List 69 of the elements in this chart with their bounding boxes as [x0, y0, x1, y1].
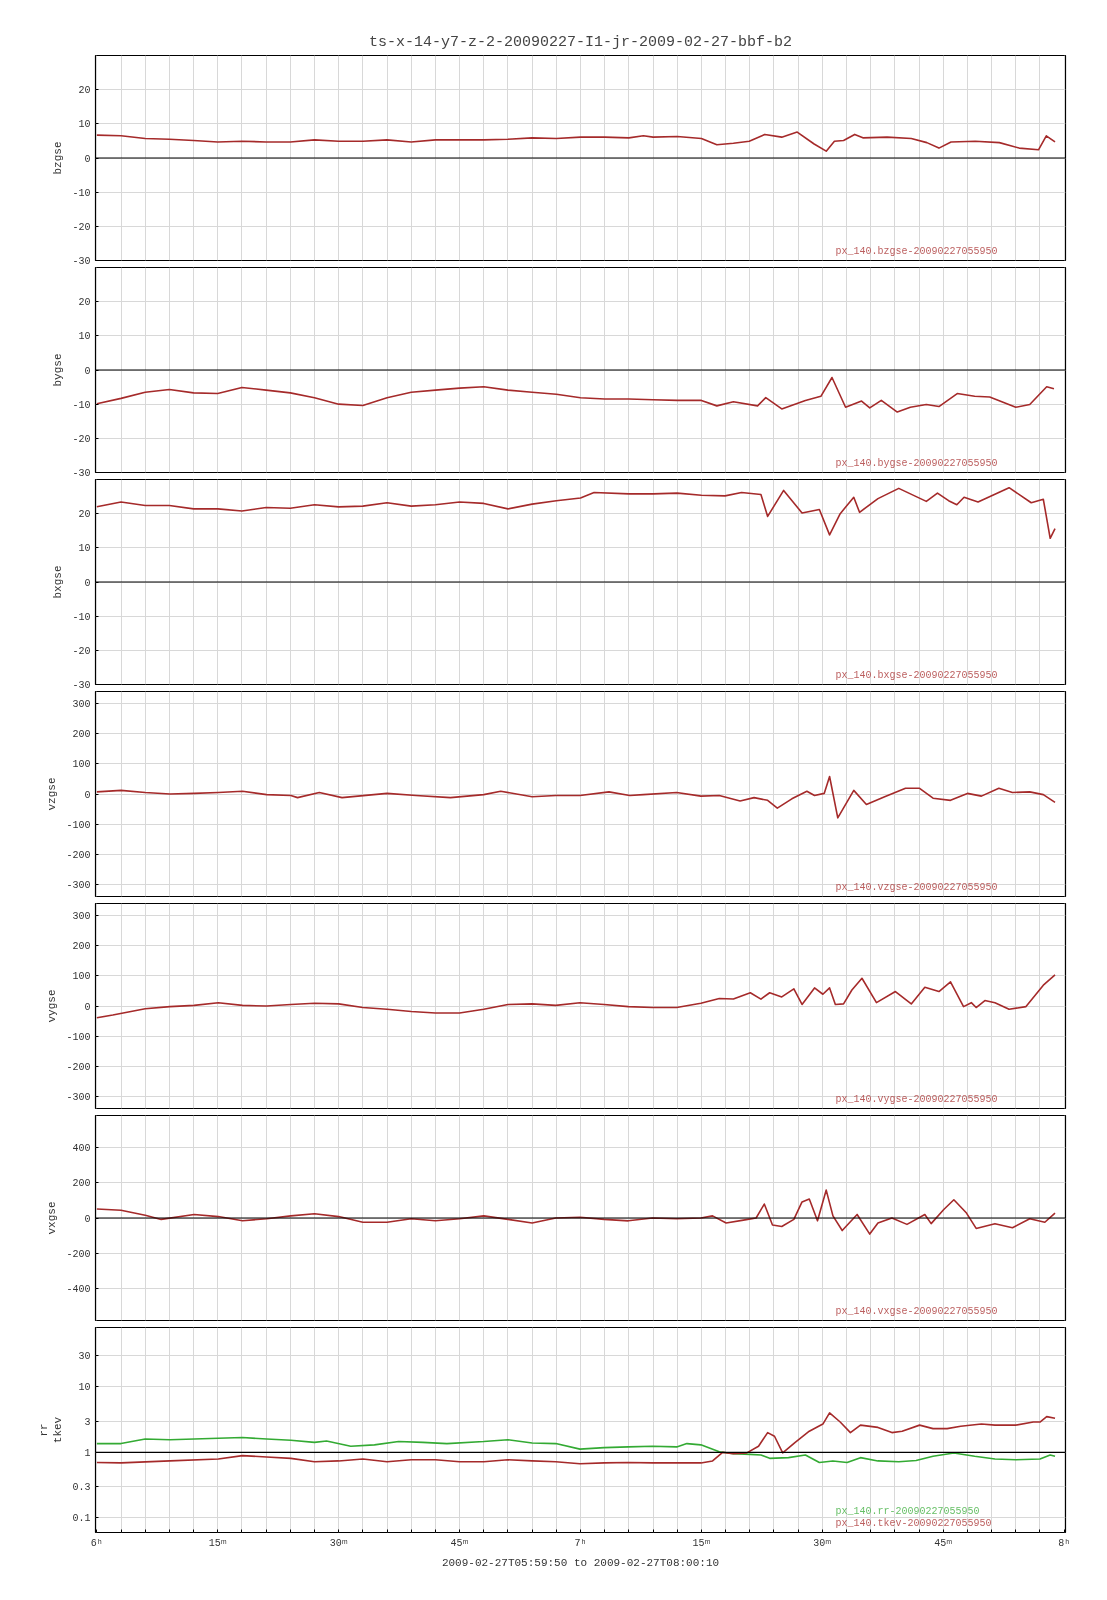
- y-tick-label: 10: [78, 119, 91, 131]
- y-tick-label: -100: [66, 1031, 91, 1043]
- y-tick-label: 10: [78, 543, 91, 555]
- x-tick-label: 30ᵐ: [329, 1537, 348, 1549]
- y-tick-label: 20: [78, 85, 91, 97]
- y-tick-label: -30: [72, 256, 91, 267]
- x-axis-title: 2009-02-27T05:59:50 to 2009-02-27T08:00:10: [441, 1556, 720, 1569]
- x-tick-label: 6ʰ: [90, 1537, 103, 1549]
- y-tick-label: 10: [78, 1382, 91, 1394]
- y-axis-title: vxgse: [46, 1201, 59, 1235]
- y-tick-label: -20: [72, 645, 91, 657]
- y-axis-title: vzgse: [46, 777, 59, 811]
- y-tick-label: 300: [72, 911, 91, 923]
- chart-title: ts-x-14-y7-z-2-20090227-I1-jr-2009-02-27-bbf-b2: [368, 33, 793, 51]
- y-tick-label: -30: [72, 468, 91, 479]
- y-tick-label: 0: [84, 577, 91, 589]
- y-tick-label: 0: [84, 365, 91, 377]
- y-tick-label: 0.1: [72, 1513, 91, 1525]
- y-tick-label: 0: [84, 1213, 91, 1225]
- x-tick-label: 45ᵐ: [450, 1537, 469, 1549]
- y-tick-label: -200: [66, 849, 91, 861]
- y-tick-label: 0: [84, 153, 91, 165]
- y-tick-label: 3: [84, 1416, 91, 1428]
- y-axis-title: bygse: [52, 353, 65, 387]
- y-axis-title: rr tkev: [38, 1416, 65, 1444]
- y-tick-label: -200: [66, 1061, 91, 1073]
- annotation: px_140.bxgse-20090227055950: [835, 669, 998, 681]
- y-tick-label: -10: [72, 399, 91, 411]
- y-tick-label: 0.3: [72, 1482, 91, 1494]
- x-tick-label: 8ʰ: [1058, 1537, 1071, 1549]
- y-axis-title: bzgse: [52, 141, 65, 175]
- y-tick-label: -300: [66, 879, 91, 891]
- y-tick-label: 200: [72, 729, 91, 741]
- annotation: px_140.tkev-20090227055950: [835, 1517, 992, 1529]
- y-tick-label: -100: [66, 819, 91, 831]
- y-tick-label: -400: [66, 1284, 91, 1296]
- annotation: px_140.vxgse-20090227055950: [835, 1305, 998, 1317]
- y-tick-label: 300: [72, 699, 91, 711]
- y-tick-label: 100: [72, 759, 91, 771]
- y-tick-label: 10: [78, 331, 91, 343]
- y-tick-label: 200: [72, 1178, 91, 1190]
- y-tick-label: 0: [84, 789, 91, 801]
- y-tick-label: 20: [78, 297, 91, 309]
- y-tick-label: 20: [78, 509, 91, 521]
- annotation: px_140.rr-20090227055950: [835, 1505, 980, 1517]
- y-tick-label: -30: [72, 680, 91, 691]
- annotation: px_140.vygse-20090227055950: [835, 1093, 998, 1105]
- annotation: px_140.vzgse-20090227055950: [835, 881, 998, 893]
- y-tick-label: -10: [72, 187, 91, 199]
- y-tick-label: -300: [66, 1091, 91, 1103]
- y-axis-title: bxgse: [52, 565, 65, 599]
- y-tick-label: -20: [72, 221, 91, 233]
- annotation: px_140.bygse-20090227055950: [835, 457, 998, 469]
- y-tick-label: 400: [72, 1142, 91, 1154]
- x-tick-label: 15ᵐ: [208, 1537, 227, 1549]
- annotation: px_140.bzgse-20090227055950: [835, 245, 998, 257]
- y-tick-label: 30: [78, 1350, 91, 1362]
- y-tick-label: 200: [72, 941, 91, 953]
- y-tick-label: -200: [66, 1248, 91, 1260]
- y-tick-label: 1: [84, 1447, 91, 1459]
- x-tick-label: 15ᵐ: [692, 1537, 711, 1549]
- y-tick-label: 100: [72, 971, 91, 983]
- x-tick-label: 30ᵐ: [813, 1537, 832, 1549]
- x-tick-label: 7ʰ: [574, 1537, 587, 1549]
- y-axis-title: vygse: [46, 989, 59, 1023]
- y-tick-label: -20: [72, 433, 91, 445]
- y-tick-label: 0: [84, 1001, 91, 1013]
- x-tick-label: 45ᵐ: [934, 1537, 953, 1549]
- y-tick-label: -10: [72, 611, 91, 623]
